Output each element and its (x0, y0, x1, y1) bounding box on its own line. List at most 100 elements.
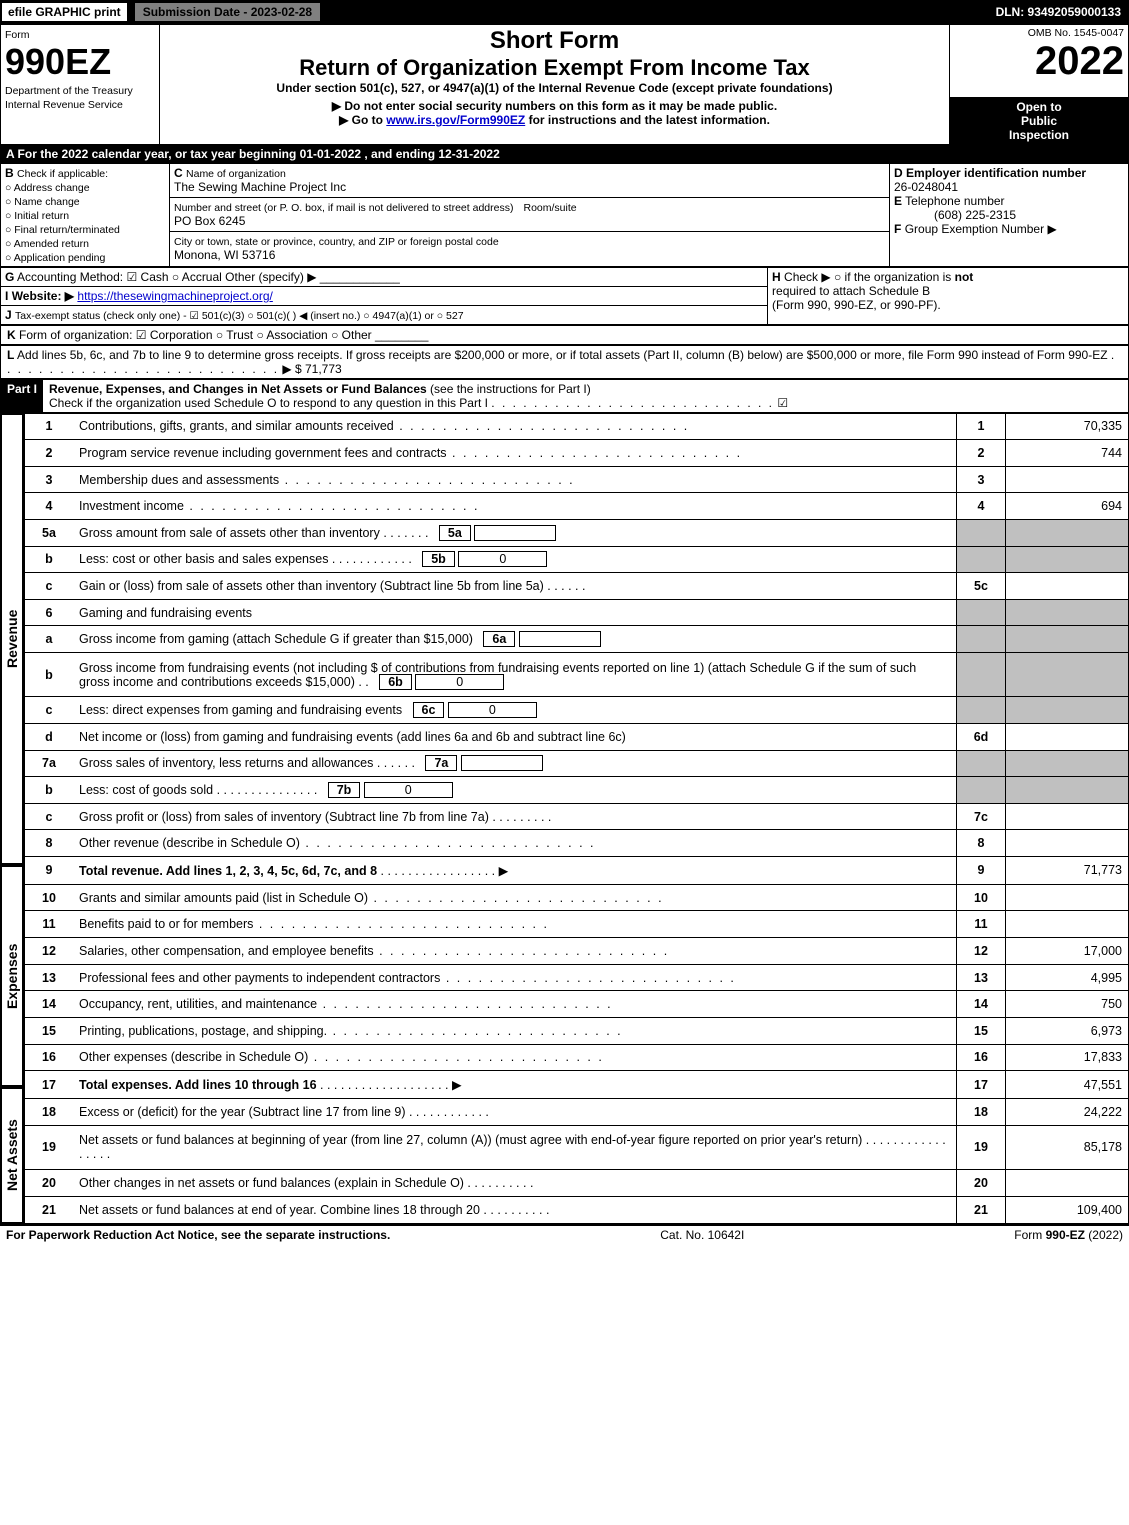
group-exemption-label: Group Exemption Number (905, 222, 1044, 236)
form-label: Form (5, 29, 30, 41)
paperwork-notice: For Paperwork Reduction Act Notice, see … (6, 1228, 390, 1242)
irs: Internal Revenue Service (5, 99, 123, 111)
final-return-check[interactable]: ○ Final return/terminated (5, 224, 120, 236)
open-public-inspection: Open to Public Inspection (950, 97, 1129, 144)
other-method[interactable]: Other (specify) ▶ (225, 270, 316, 284)
netassets-vlabel: Net Assets (0, 1087, 24, 1224)
line-7a: 7aGross sales of inventory, less returns… (25, 750, 1129, 777)
line-6c: cLess: direct expenses from gaming and f… (25, 697, 1129, 724)
section-e-label: E (894, 194, 902, 208)
under-section: Under section 501(c), 527, or 4947(a)(1)… (164, 81, 945, 95)
section-h-label: H (772, 270, 781, 284)
line-5c: cGain or (loss) from sale of assets othe… (25, 573, 1129, 600)
street-label: Number and street (or P. O. box, if mail… (174, 202, 513, 214)
arrow-icon: ▶ (452, 1078, 462, 1092)
part1-see: (see the instructions for Part I) (430, 382, 591, 396)
line-6d: dNet income or (loss) from gaming and fu… (25, 723, 1129, 750)
section-a: A For the 2022 calendar year, or tax yea… (0, 145, 1129, 163)
part1-label: Part I (1, 380, 43, 412)
dept-treasury: Department of the Treasury (5, 85, 133, 97)
dln: DLN: 93492059000133 (996, 5, 1129, 19)
tax-year: 2022 (954, 39, 1124, 84)
section-g-label: G (5, 270, 14, 284)
main-title: Return of Organization Exempt From Incom… (164, 55, 945, 81)
form-of-org: Form of organization: ☑ Corporation ○ Tr… (19, 328, 372, 342)
gross-receipts-amount: 71,773 (305, 362, 342, 376)
part1-body: Revenue Expenses Net Assets 1Contributio… (0, 413, 1129, 1224)
part1-title: Revenue, Expenses, and Changes in Net As… (49, 382, 427, 396)
line-6: 6Gaming and fundraising events (25, 599, 1129, 626)
city-label: City or town, state or province, country… (174, 236, 499, 248)
ein: 26-0248041 (894, 180, 958, 194)
line-10: 10Grants and similar amounts paid (list … (25, 884, 1129, 911)
section-f-label: F (894, 222, 901, 236)
line-6b: bGross income from fundraising events (n… (25, 652, 1129, 696)
line-18: 18Excess or (deficit) for the year (Subt… (25, 1099, 1129, 1126)
website-link[interactable]: https://thesewingmachineproject.org/ (77, 289, 272, 303)
line-17: 17Total expenses. Add lines 10 through 1… (25, 1071, 1129, 1099)
amended-return-check[interactable]: ○ Amended return (5, 238, 89, 250)
footer: For Paperwork Reduction Act Notice, see … (0, 1224, 1129, 1244)
org-name: The Sewing Machine Project Inc (174, 180, 346, 194)
line-16: 16Other expenses (describe in Schedule O… (25, 1044, 1129, 1071)
line-14: 14Occupancy, rent, utilities, and mainte… (25, 991, 1129, 1018)
line-9: 9Total revenue. Add lines 1, 2, 3, 4, 5c… (25, 857, 1129, 885)
form-header: Form 990EZ Department of the Treasury In… (0, 24, 1129, 145)
revenue-vlabel: Revenue (0, 413, 24, 865)
cat-no: Cat. No. 10642I (660, 1228, 744, 1242)
application-pending-check[interactable]: ○ Application pending (5, 252, 105, 264)
section-b-label: B (5, 166, 14, 180)
street: PO Box 6245 (174, 214, 245, 228)
top-bar: efile GRAPHIC print Submission Date - 20… (0, 0, 1129, 24)
line-6a: aGross income from gaming (attach Schedu… (25, 626, 1129, 653)
short-form-title: Short Form (164, 27, 945, 55)
room-label: Room/suite (523, 202, 576, 214)
line-20: 20Other changes in net assets or fund ba… (25, 1169, 1129, 1196)
arrow-icon: ▶ (499, 864, 509, 878)
tax-exempt-status: Tax-exempt status (check only one) - ☑ 5… (15, 310, 464, 322)
form-number: 990EZ (5, 41, 111, 82)
line-5a: 5aGross amount from sale of assets other… (25, 519, 1129, 546)
schedule-b-text2: required to attach Schedule B (772, 284, 930, 298)
irs-link[interactable]: www.irs.gov/Form990EZ (386, 113, 525, 127)
part1-checkbox[interactable]: ☑ (777, 396, 788, 410)
line-7b: bLess: cost of goods sold . . . . . . . … (25, 777, 1129, 804)
arrow-icon: ▶ $ (282, 362, 301, 376)
line-7c: cGross profit or (loss) from sales of in… (25, 803, 1129, 830)
org-name-label: Name of organization (186, 168, 286, 180)
line-4: 4Investment income4694 (25, 493, 1129, 520)
line-1: 1Contributions, gifts, grants, and simil… (25, 413, 1129, 440)
line-21: 21Net assets or fund balances at end of … (25, 1196, 1129, 1223)
line-19: 19Net assets or fund balances at beginni… (25, 1125, 1129, 1169)
line-11: 11Benefits paid to or for members11 (25, 911, 1129, 938)
section-k: K Form of organization: ☑ Corporation ○ … (0, 325, 1129, 345)
section-l: L Add lines 5b, 6c, and 7b to line 9 to … (0, 345, 1129, 379)
not-bold: not (955, 270, 974, 284)
part1-header: Part I Revenue, Expenses, and Changes in… (0, 379, 1129, 413)
form-ref: Form 990-EZ (2022) (1014, 1228, 1123, 1242)
expenses-vlabel: Expenses (0, 865, 24, 1087)
accrual-check[interactable]: ○ Accrual (172, 270, 222, 284)
line-5b: bLess: cost or other basis and sales exp… (25, 546, 1129, 573)
cash-check[interactable]: ☑ Cash (126, 270, 168, 284)
line-15: 15Printing, publications, postage, and s… (25, 1017, 1129, 1044)
name-change-check[interactable]: ○ Name change (5, 196, 80, 208)
schedule-b-text3: (Form 990, 990-EZ, or 990-PF). (772, 298, 941, 312)
section-c-label: C (174, 166, 183, 180)
line-8: 8Other revenue (describe in Schedule O)8 (25, 830, 1129, 857)
telephone: (608) 225-2315 (894, 208, 1016, 222)
omb-number: OMB No. 1545-0047 (954, 27, 1124, 39)
city: Monona, WI 53716 (174, 248, 275, 262)
ssn-warning: ▶ Do not enter social security numbers o… (164, 99, 945, 113)
telephone-label: Telephone number (905, 194, 1004, 208)
line-13: 13Professional fees and other payments t… (25, 964, 1129, 991)
efile-print-button[interactable]: efile GRAPHIC print (0, 1, 129, 23)
gross-receipts-text: Add lines 5b, 6c, and 7b to line 9 to de… (17, 348, 1108, 362)
submission-date: Submission Date - 2023-02-28 (133, 1, 322, 23)
line-3: 3Membership dues and assessments3 (25, 466, 1129, 493)
accounting-method-label: Accounting Method: (17, 270, 123, 284)
ein-label: Employer identification number (906, 166, 1086, 180)
part1-check-text: Check if the organization used Schedule … (49, 396, 488, 410)
address-change-check[interactable]: ○ Address change (5, 182, 90, 194)
initial-return-check[interactable]: ○ Initial return (5, 210, 69, 222)
